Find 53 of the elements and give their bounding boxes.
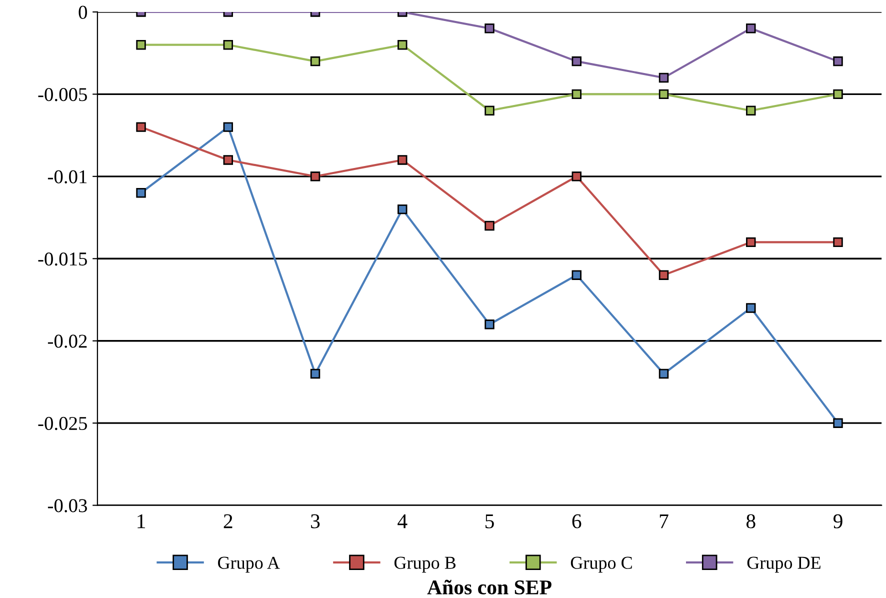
point (572, 56, 582, 66)
point (658, 89, 669, 100)
point (223, 40, 234, 50)
legend-label: Grupo DE (747, 556, 820, 573)
y-tick-label: -0.015 (38, 252, 87, 266)
legend-label: Grupo B (394, 556, 456, 573)
x-axis-title: Años con SEP (427, 580, 552, 594)
point (833, 89, 843, 100)
point (833, 418, 843, 428)
point (746, 106, 756, 116)
point (658, 368, 669, 379)
point (310, 56, 320, 66)
y-tick-label: -0.01 (48, 170, 87, 184)
x-tick-label: 3 (311, 514, 320, 528)
x-tick-label: 5 (486, 514, 494, 528)
y-tick-label: 0 (78, 6, 87, 19)
point (223, 155, 234, 165)
point (658, 72, 669, 83)
point (310, 172, 320, 182)
y-tick-label: -0.02 (48, 334, 87, 348)
point (484, 106, 494, 116)
legend-label: Grupo A (218, 556, 280, 573)
point (136, 122, 146, 132)
point (398, 155, 408, 165)
x-tick-label: 4 (398, 514, 408, 528)
point (310, 368, 320, 379)
x-tick-label: 6 (572, 514, 582, 528)
x-tick-label: 9 (833, 514, 842, 528)
point (484, 220, 494, 231)
point (833, 56, 843, 66)
point (572, 270, 582, 280)
y-tick-label: -0.03 (48, 499, 87, 512)
point (746, 303, 756, 313)
point (484, 320, 494, 330)
x-tick-label: 8 (746, 514, 756, 528)
point (833, 237, 843, 248)
y-tick-label: -0.025 (38, 416, 87, 430)
legend-label: Grupo C (570, 556, 632, 573)
point (572, 172, 582, 182)
x-tick-label: 1 (138, 514, 145, 528)
y-tick-label: -0.005 (38, 88, 87, 102)
point (398, 204, 408, 214)
point (136, 188, 146, 198)
point (746, 237, 756, 248)
point (658, 270, 669, 280)
x-tick-label: 2 (224, 514, 232, 528)
point (223, 122, 234, 132)
point (136, 40, 146, 50)
point (746, 24, 756, 34)
x-tick-label: 7 (660, 514, 668, 528)
point (484, 24, 494, 34)
point (398, 40, 408, 50)
point (572, 89, 582, 100)
